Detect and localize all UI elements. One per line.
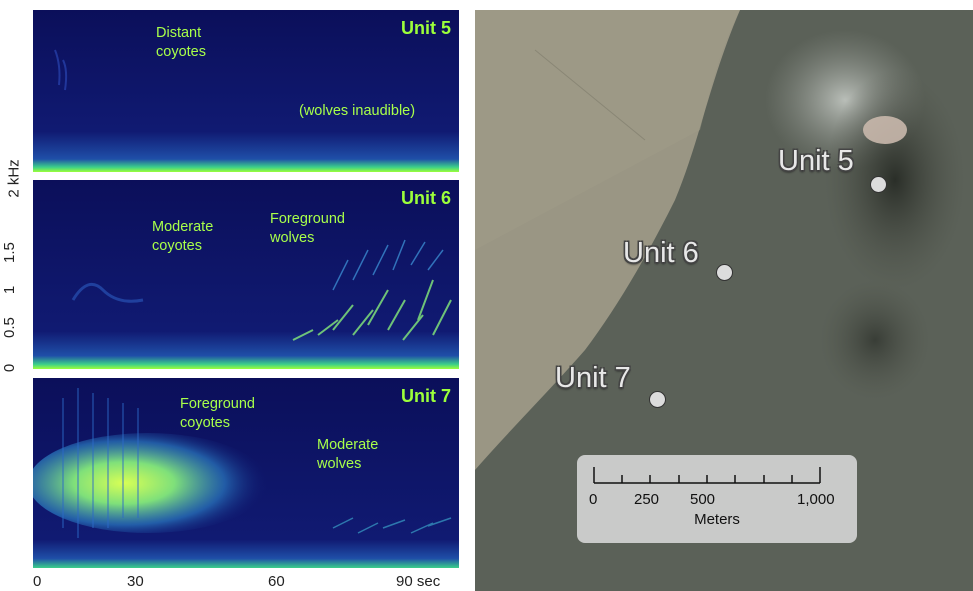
spectrogram-panel-unit-7: Unit 7 Foreground coyotes Moderate wolves bbox=[33, 378, 459, 568]
y-tick-0-5: 0.5 bbox=[1, 317, 18, 338]
x-tick-30: 30 bbox=[127, 573, 144, 590]
map-label-unit-5: Unit 5 bbox=[778, 145, 854, 177]
map-label-unit-7: Unit 7 bbox=[555, 362, 631, 394]
map-label-unit-6: Unit 6 bbox=[623, 237, 699, 269]
y-tick-0: 0 bbox=[1, 363, 18, 373]
annotation-wolves-inaudible: (wolves inaudible) bbox=[299, 103, 416, 119]
annotation-moderate-coyotes: Moderate coyotes bbox=[152, 219, 214, 254]
scale-unit-label: Meters bbox=[694, 511, 740, 528]
x-tick-60: 60 bbox=[268, 573, 285, 590]
spectrogram-image-unit-6 bbox=[33, 180, 459, 369]
x-tick-0: 0 bbox=[33, 573, 42, 590]
scale-tick-1000: 1,000 bbox=[797, 491, 835, 508]
spectrogram-image-unit-5 bbox=[33, 10, 459, 172]
scale-tick-0: 0 bbox=[589, 491, 598, 508]
scale-tick-250: 250 bbox=[634, 491, 660, 508]
scale-bar-ruler bbox=[593, 467, 821, 484]
annotation-moderate-wolves: Moderate wolves bbox=[317, 437, 379, 472]
spectrogram-panel-unit-5: Unit 5 Distant coyotes (wolves inaudible) bbox=[33, 10, 459, 172]
map-marker-unit-6[interactable] bbox=[716, 264, 733, 281]
y-tick-1-5: 1.5 bbox=[1, 242, 18, 263]
scale-bar: 0 250 500 1,000 Meters bbox=[577, 455, 857, 543]
spectrogram-image-unit-7 bbox=[33, 378, 459, 568]
map-marker-unit-5[interactable] bbox=[870, 176, 887, 193]
spectrogram-panel-unit-6: Unit 6 Moderate coyotes Foreground wolves bbox=[33, 180, 459, 369]
annotation-distant-coyotes: Distant coyotes bbox=[156, 25, 206, 60]
map-marker-unit-7[interactable] bbox=[649, 391, 666, 408]
panel-title-unit-6: Unit 6 bbox=[400, 188, 451, 208]
y-axis-unit-label: 2 kHz bbox=[5, 159, 23, 198]
scale-tick-500: 500 bbox=[690, 491, 716, 508]
x-tick-90: 90 sec bbox=[396, 573, 441, 590]
annotation-foreground-wolves: Foreground wolves bbox=[270, 211, 345, 246]
panel-title-unit-7: Unit 7 bbox=[400, 386, 451, 406]
annotation-foreground-coyotes: Foreground coyotes bbox=[180, 396, 255, 431]
panel-title-unit-5: Unit 5 bbox=[400, 18, 451, 38]
y-tick-1: 1 bbox=[1, 285, 18, 295]
